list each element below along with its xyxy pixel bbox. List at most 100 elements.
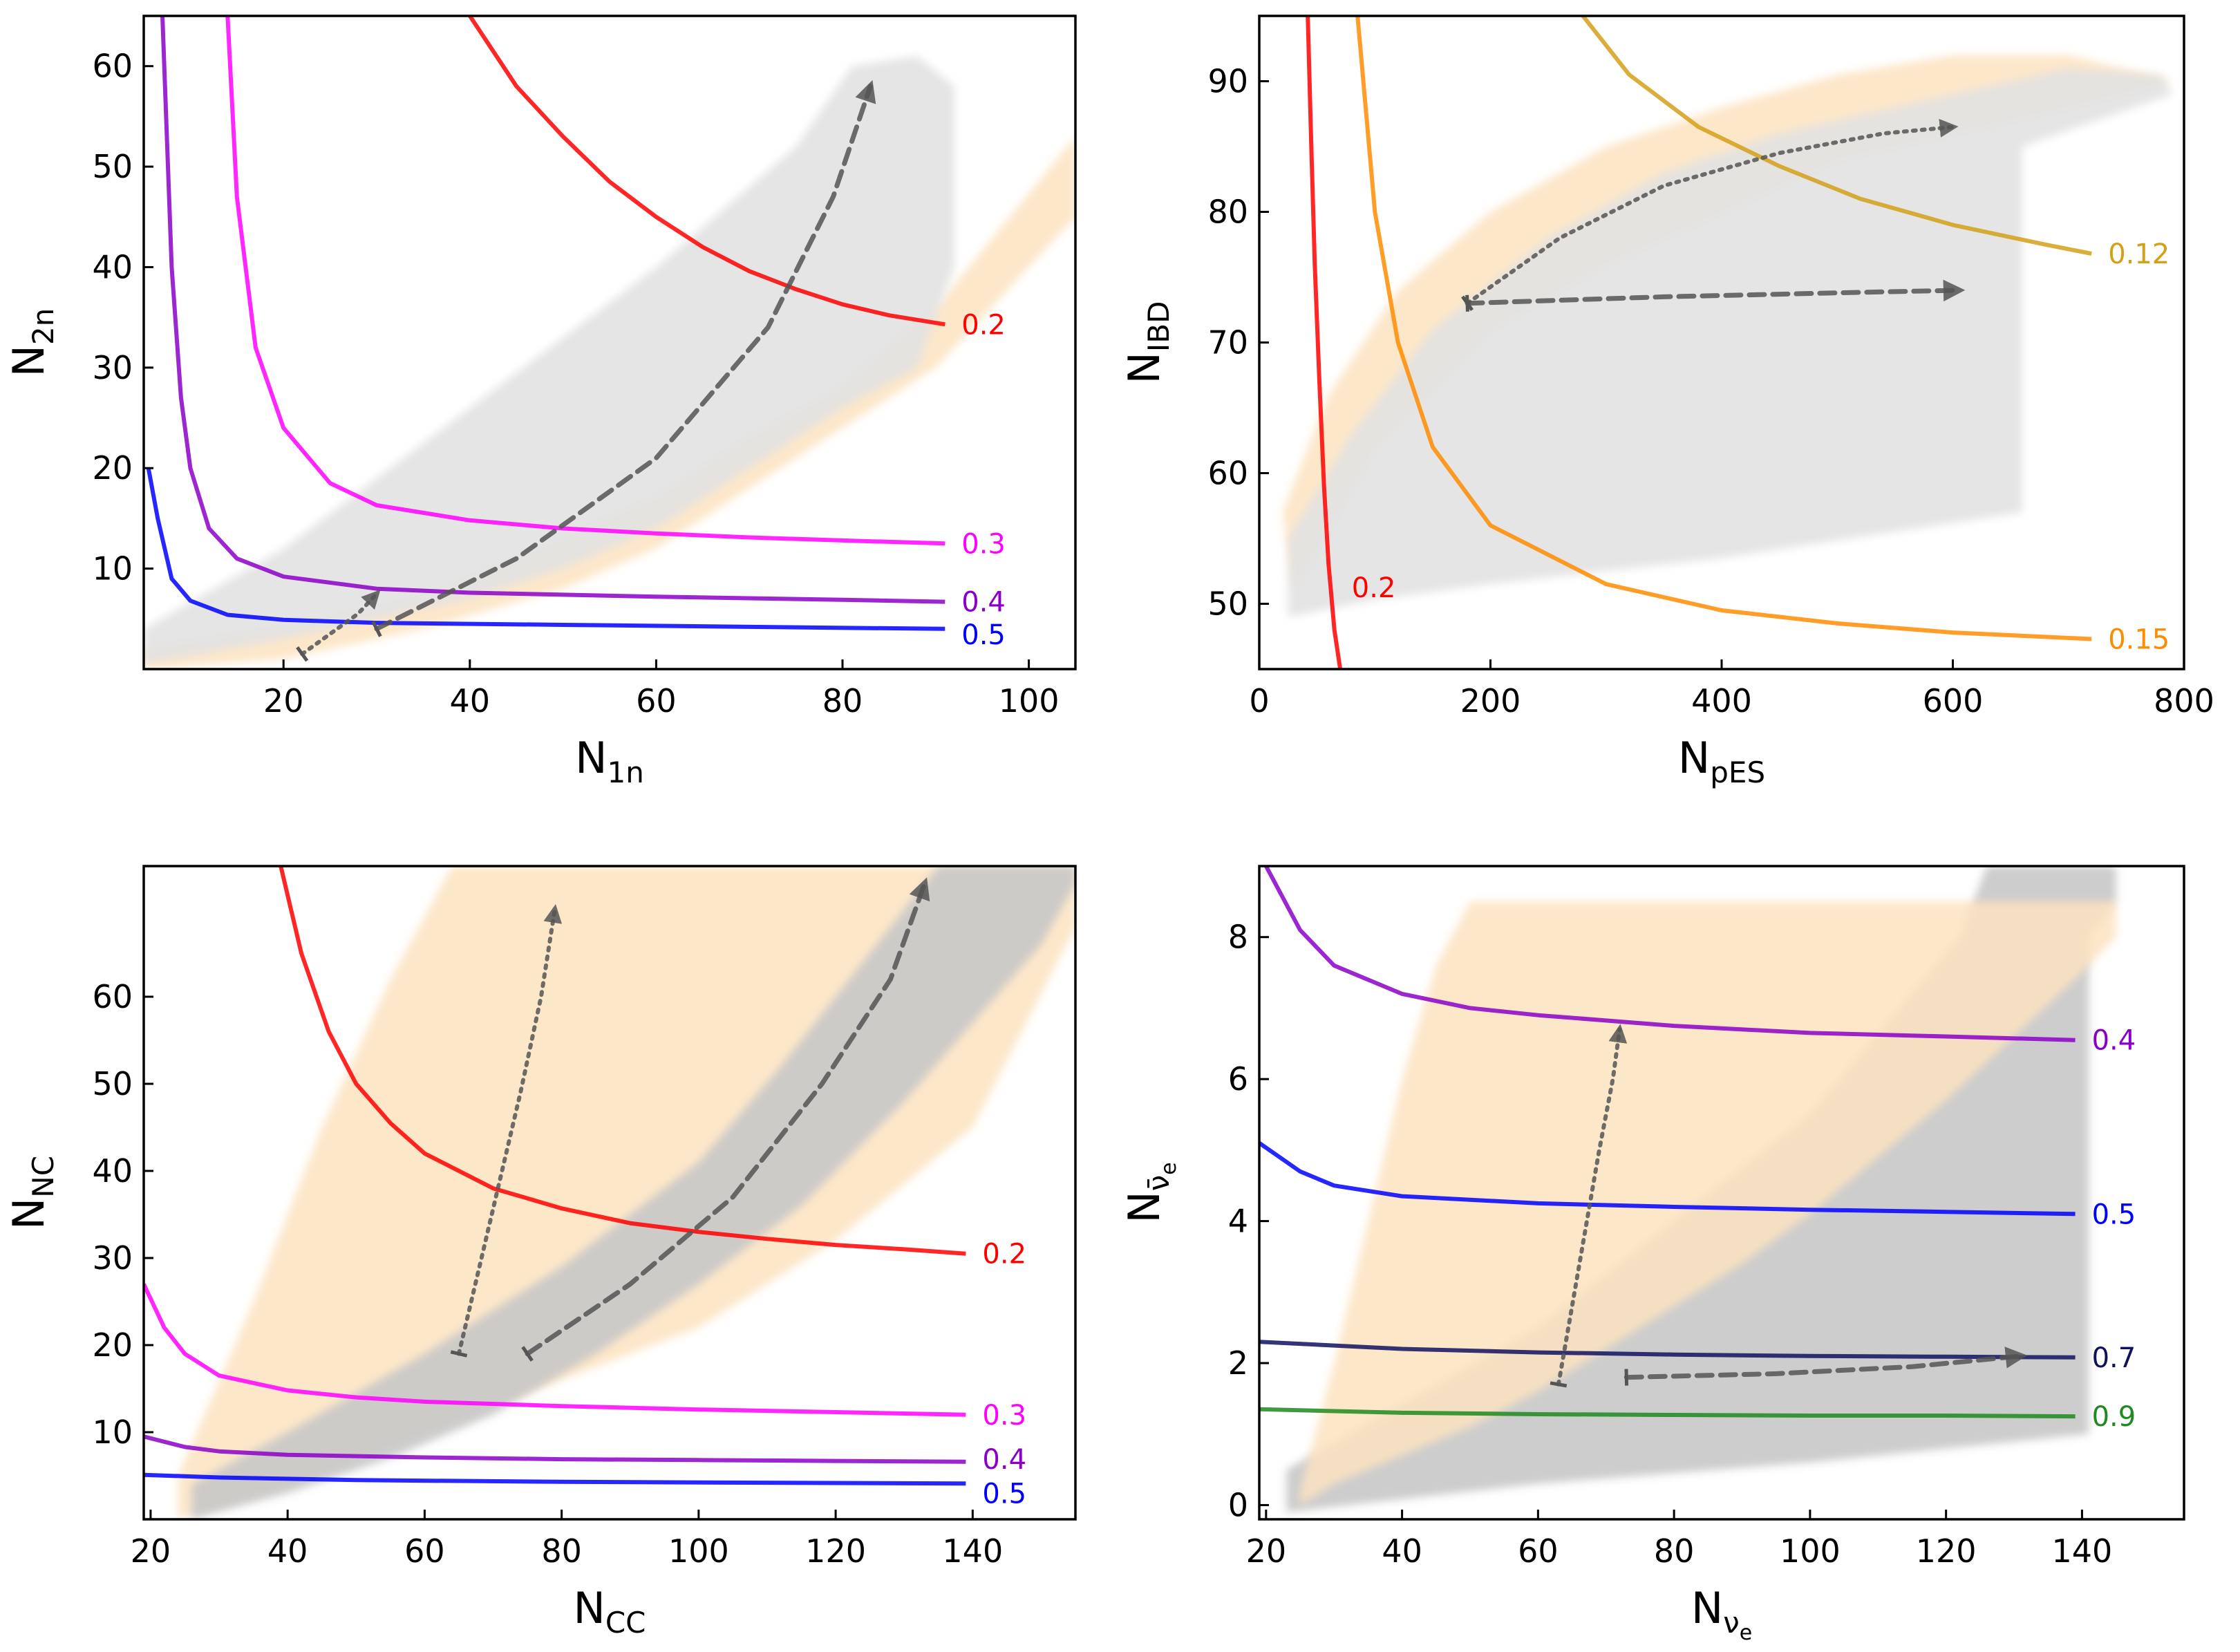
arrow-start-bar — [521, 1346, 534, 1362]
x-tick-label: 400 — [1691, 682, 1752, 720]
curve-0_5 — [144, 1472, 966, 1486]
y-axis-label: N2n — [3, 308, 60, 377]
arrow-start-bar — [450, 1350, 468, 1358]
curve-label-0_2: 0.2 — [961, 309, 1006, 341]
curve-0_4 — [160, 16, 945, 604]
arrow-dotted — [456, 903, 563, 1356]
curve-0_5 — [146, 467, 945, 631]
curve-label-0_5: 0.5 — [982, 1478, 1026, 1510]
y-axis-label: NIBD — [1119, 301, 1176, 384]
curve-label-0_5: 0.5 — [2092, 1199, 2136, 1230]
panel-bottom-left: 0.2 0.3 0.40.5 20 40 60 80 100 120 140 10 20 30 40 50 6… — [3, 865, 1077, 1640]
curve-0_3 — [225, 16, 945, 546]
y-tick-label: 70 — [1207, 324, 1248, 362]
y-tick-label: 60 — [1207, 455, 1248, 492]
arrow-start-bar — [1550, 1381, 1568, 1388]
x-tick-label: 120 — [1916, 1532, 1977, 1570]
plot-area — [1259, 866, 2116, 1512]
curve-0_4 — [144, 1434, 966, 1464]
band-gray — [144, 56, 954, 664]
plot-frame — [142, 15, 1077, 670]
x-tick-label: 20 — [1246, 1532, 1287, 1570]
plot-frame — [142, 865, 1077, 1521]
x-tick-label: 200 — [1460, 682, 1521, 720]
curve-0_2 — [279, 866, 966, 1256]
arrow-dotted — [1465, 119, 1959, 306]
plot-frame — [1258, 865, 2185, 1521]
plot-area — [144, 16, 1075, 669]
curve-0_9 — [1259, 1407, 2076, 1419]
curve-label-0_3: 0.3 — [982, 1400, 1026, 1432]
y-tick-label: 40 — [92, 248, 133, 285]
x-tick-label: 80 — [822, 682, 863, 720]
plot-area — [144, 866, 1075, 1519]
band-peach — [1300, 901, 2116, 1505]
x-axis-label: Nνe — [1691, 1583, 1752, 1645]
y-tick-label: 2 — [1228, 1344, 1248, 1382]
y-tick-label: 10 — [92, 550, 133, 588]
curve-label-0_15: 0.15 — [2108, 624, 2170, 656]
x-tick-label: 100 — [668, 1532, 729, 1570]
band-peach — [144, 136, 1075, 669]
arrow-dashed — [525, 877, 930, 1357]
curve-0_3 — [144, 1283, 966, 1417]
x-tick-label: 40 — [267, 1532, 308, 1570]
y-tick-label: 20 — [92, 1326, 133, 1364]
x-axis-label: NCC — [573, 1583, 646, 1640]
x-tick-label: 120 — [805, 1532, 866, 1570]
y-tick-label: 60 — [92, 48, 133, 85]
arrow-start-bar — [296, 646, 309, 662]
y-tick-label: 30 — [92, 349, 133, 386]
curve-label-0_5: 0.5 — [961, 619, 1006, 651]
arrow-start-bar — [1624, 1369, 1629, 1386]
y-tick-label: 90 — [1207, 63, 1248, 100]
x-tick-label: 60 — [404, 1532, 445, 1570]
y-tick-label: 50 — [92, 1065, 133, 1102]
panel-bottom-right: 0.4 0.5 0.7 0.9 20 40 60 80 100 120 140 0 2 4 6 8 Nνe Nν̄… — [1119, 865, 2185, 1645]
arrow-dashed — [1623, 1346, 2028, 1380]
x-tick-label: 100 — [999, 682, 1060, 720]
curve-0_2 — [468, 16, 945, 327]
arrow-dotted — [1556, 1024, 1628, 1387]
x-tick-label: 100 — [1780, 1532, 1841, 1570]
curve-0_2 — [1306, 16, 1343, 669]
panel-top-left: 0.2 0.3 0.40.5 20 40 60 80 100 10 20 30 40 50 60 N1n N2… — [3, 15, 1077, 789]
y-tick-label: 10 — [92, 1414, 133, 1451]
y-tick-label: 0 — [1228, 1486, 1248, 1523]
curve-0_5 — [1259, 1141, 2076, 1217]
arrow-dashed — [374, 79, 876, 632]
curve-0_4 — [1264, 866, 2076, 1042]
band-gray — [1288, 68, 2173, 617]
x-tick-label: 20 — [131, 1532, 171, 1570]
x-tick-label: 80 — [1654, 1532, 1695, 1570]
x-tick-label: 40 — [1382, 1532, 1422, 1570]
x-tick-label: 140 — [2052, 1532, 2113, 1570]
x-tick-label: 60 — [636, 682, 677, 720]
plot-area — [1282, 16, 2173, 669]
x-tick-label: 80 — [541, 1532, 582, 1570]
arrow-dotted — [300, 590, 381, 657]
y-tick-label: 50 — [92, 148, 133, 185]
curve-0_15 — [1355, 16, 2092, 641]
x-tick-label: 40 — [450, 682, 491, 720]
curve-label-0_9: 0.9 — [2092, 1401, 2136, 1433]
panel-top-right: 0.2 0.15 0.12 0 200 400 600 800 50 60 70 80 90 NpES NI… — [1119, 15, 2214, 789]
y-tick-label: 4 — [1228, 1203, 1248, 1240]
x-tick-label: 140 — [942, 1532, 1003, 1570]
curve-label-0_4: 0.4 — [982, 1444, 1026, 1476]
y-tick-label: 60 — [92, 978, 133, 1015]
x-tick-label: 60 — [1518, 1532, 1559, 1570]
x-axis-label: NpES — [1678, 733, 1765, 789]
band-dark — [191, 866, 1075, 1519]
y-tick-label: 20 — [92, 449, 133, 487]
curve-label-0_3: 0.3 — [961, 528, 1006, 560]
curve-label-0_4: 0.4 — [2092, 1025, 2136, 1057]
curve-label-0_7: 0.7 — [2092, 1342, 2136, 1374]
curve-label-0_4: 0.4 — [961, 587, 1006, 619]
curve-label-0_12: 0.12 — [2108, 238, 2170, 270]
curve-0_12 — [1581, 16, 2092, 256]
arrow-start-bar — [1465, 294, 1469, 312]
y-tick-label: 50 — [1207, 585, 1248, 623]
curve-label-0_2: 0.2 — [1352, 572, 1396, 604]
